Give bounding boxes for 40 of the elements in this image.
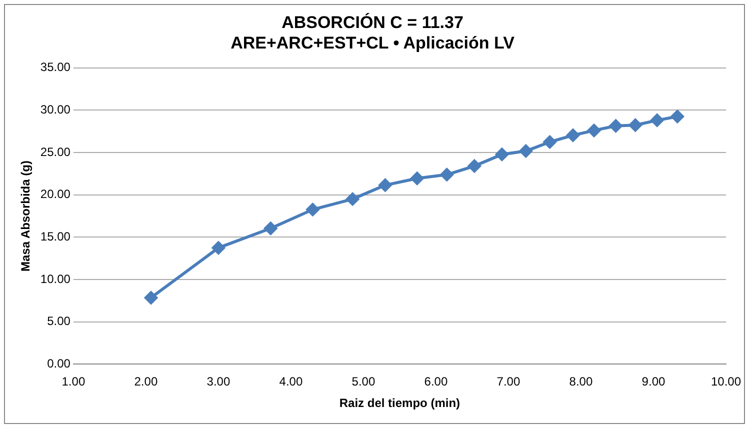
x-tick-label: 7.00 xyxy=(496,374,520,389)
point xyxy=(650,114,664,127)
x-tick-label: 2.00 xyxy=(134,374,158,389)
y-axis-title: Masa Absorbida (g) xyxy=(18,160,33,272)
x-tick-label: 3.00 xyxy=(206,374,230,389)
x-tick-label: 5.00 xyxy=(352,374,376,389)
y-tick-label: 10.00 xyxy=(40,272,71,286)
y-tick-label: 35.00 xyxy=(40,60,71,74)
point xyxy=(628,118,642,132)
x-tick-label: 8.00 xyxy=(569,374,593,389)
chart-title: ABSORCIÓN C = 11.37 xyxy=(282,12,464,32)
point xyxy=(440,168,454,182)
point xyxy=(566,128,580,142)
point xyxy=(144,291,158,304)
y-tick-label: 25.00 xyxy=(40,144,71,159)
x-tick-label: 6.00 xyxy=(424,374,448,389)
point xyxy=(212,241,225,254)
point xyxy=(264,222,278,235)
point xyxy=(588,124,601,137)
point xyxy=(306,203,320,216)
chart-subtitle: ARE+ARC+EST+CL • Aplicación LV xyxy=(230,33,516,52)
x-tick-label: 10.00 xyxy=(710,374,742,389)
x-axis-title: Raiz del tiempo (min) xyxy=(339,396,460,410)
x-tick-label: 4.00 xyxy=(279,374,303,389)
point xyxy=(670,110,684,123)
point xyxy=(543,135,556,148)
point xyxy=(609,119,622,132)
y-tick-label: 15.00 xyxy=(40,229,71,244)
point xyxy=(495,148,508,161)
y-tick-label: 5.00 xyxy=(47,314,71,328)
point xyxy=(378,178,392,192)
y-tick-label: 0.00 xyxy=(47,356,71,371)
x-tick-label: 9.00 xyxy=(642,374,666,389)
point xyxy=(346,192,360,206)
point xyxy=(410,172,424,185)
point xyxy=(468,160,481,173)
point xyxy=(519,144,532,158)
x-tick-label: 1.00 xyxy=(62,374,86,389)
y-tick-label: 30.00 xyxy=(40,102,71,116)
y-tick-label: 20.00 xyxy=(40,187,71,202)
